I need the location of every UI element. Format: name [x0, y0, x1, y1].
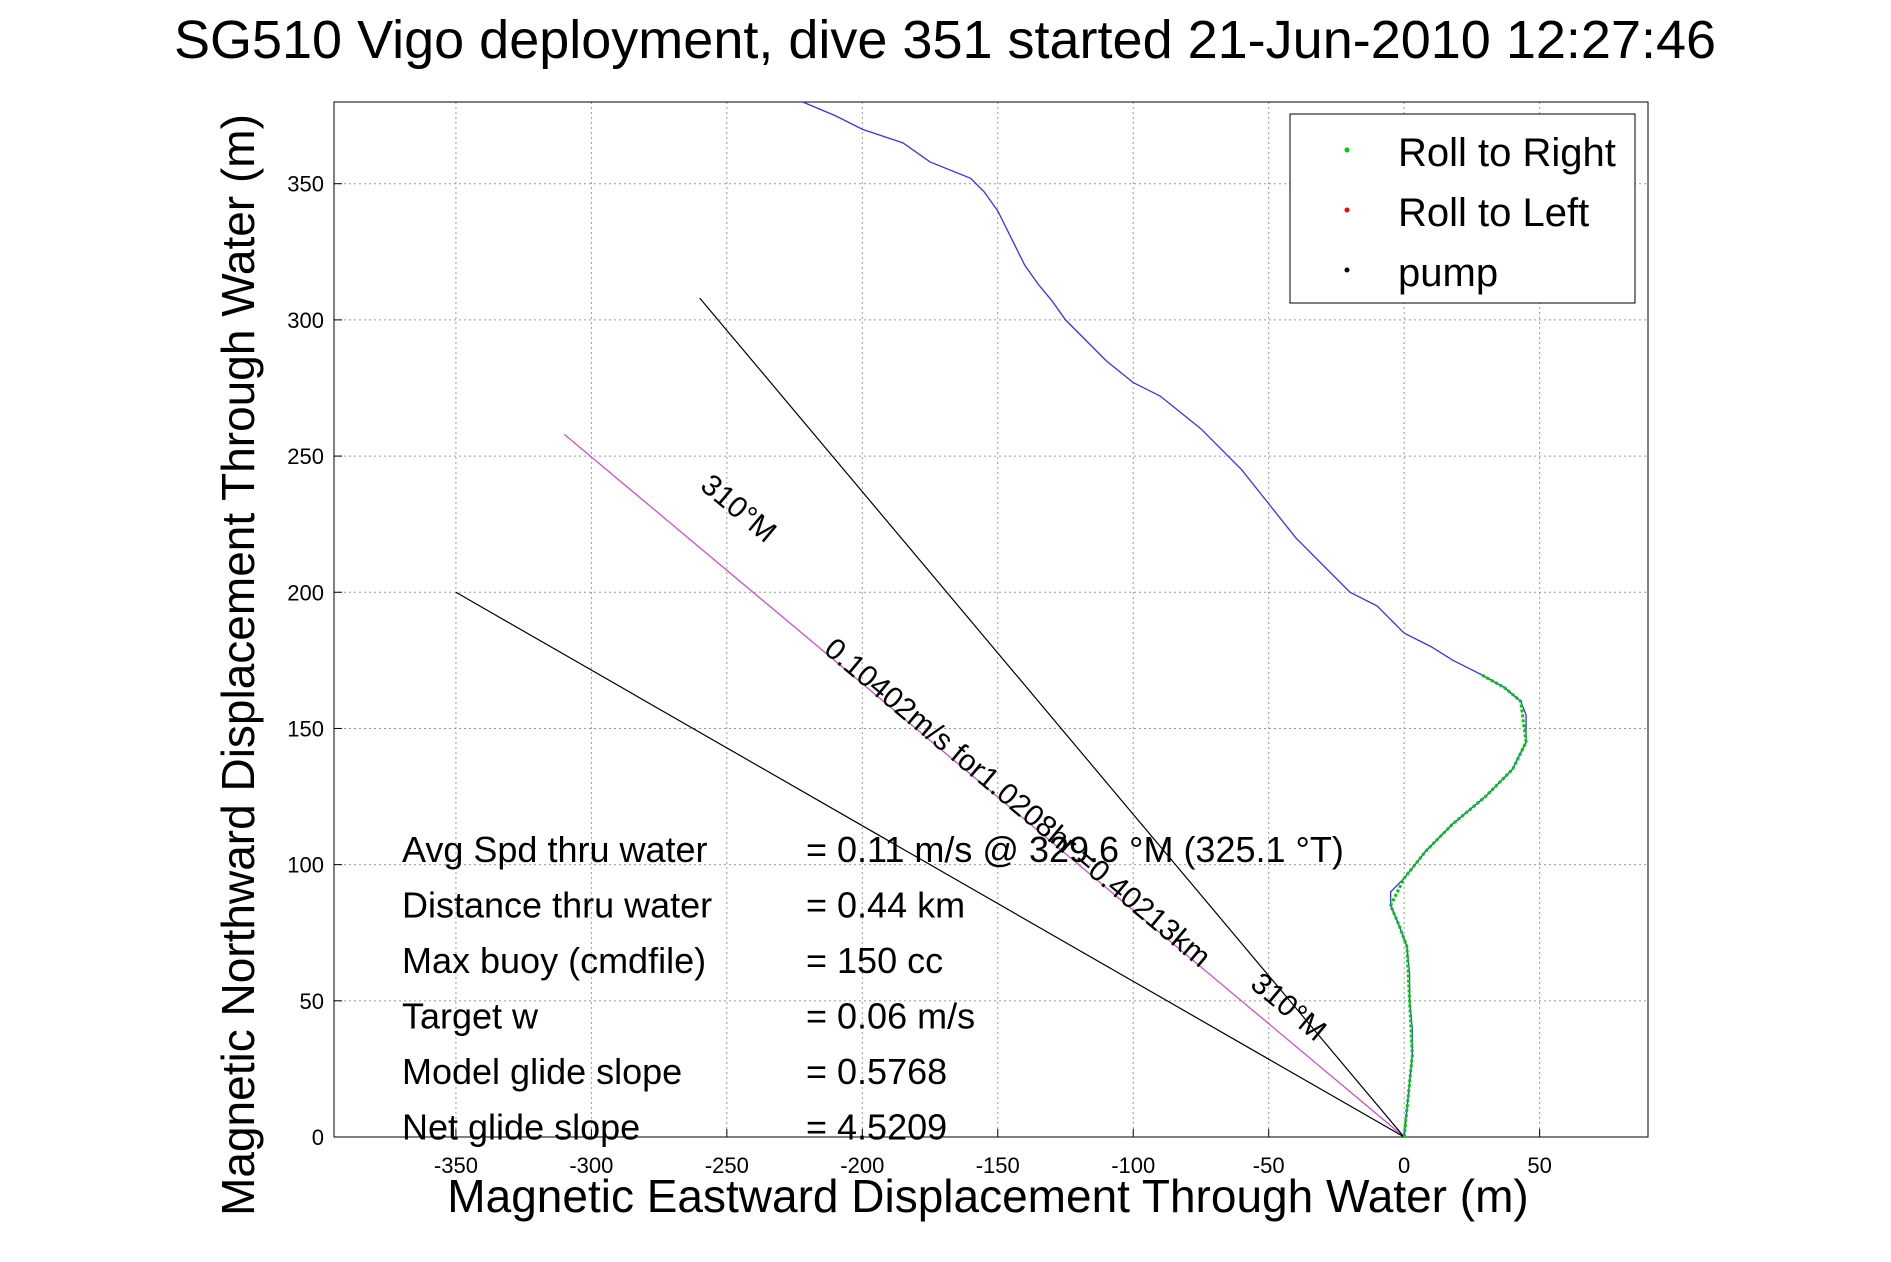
- legend-label: Roll to Right: [1398, 131, 1616, 175]
- stat-label: Avg Spd thru water: [402, 829, 708, 870]
- stat-label: Model glide slope: [402, 1051, 682, 1092]
- y-tick-label: 100: [287, 853, 324, 878]
- reference-line-upper: [699, 297, 1405, 1138]
- stat-value: = 4.5209: [806, 1107, 947, 1148]
- grid: [334, 102, 1648, 1137]
- legend-label: pump: [1398, 251, 1498, 295]
- dive-track: [802, 101, 1528, 1138]
- legend: Roll to Right Roll to Left pump: [1289, 113, 1636, 304]
- y-tick-label: 350: [287, 172, 324, 197]
- y-axis-label: Magnetic Northward Displacement Through …: [212, 114, 264, 1216]
- stat-value: = 0.11 m/s @ 329.6 °M (325.1 °T): [806, 829, 1344, 870]
- legend-marker: [1344, 207, 1350, 213]
- x-tick-label: -250: [705, 1153, 749, 1178]
- y-tick-label: 150: [287, 716, 324, 741]
- stats-block: Avg Spd thru water = 0.11 m/s @ 329.6 °M …: [402, 829, 1344, 1148]
- x-tick-label: 50: [1527, 1153, 1551, 1178]
- stat-label: Distance thru water: [402, 885, 712, 926]
- y-tick-label: 50: [300, 989, 324, 1014]
- x-tick-label: -50: [1253, 1153, 1285, 1178]
- x-tick-label: -150: [976, 1153, 1020, 1178]
- stat-value: = 0.06 m/s: [806, 996, 975, 1037]
- stat-label: Max buoy (cmdfile): [402, 940, 706, 981]
- y-tick-label: 0: [312, 1125, 324, 1150]
- axis-ticks: -350 -300 -250 -200 -150 -100 -50 0 50 0 50 100 150 2…: [287, 172, 1552, 1178]
- reference-lines: [455, 297, 1405, 1138]
- y-tick-label: 250: [287, 444, 324, 469]
- stat-label: Target w: [402, 996, 539, 1037]
- x-tick-label: -300: [569, 1153, 613, 1178]
- x-tick-label: -350: [434, 1153, 478, 1178]
- chart-title: SG510 Vigo deployment, dive 351 started …: [174, 10, 1716, 70]
- plot-frame: [333, 101, 1649, 1138]
- x-tick-label: 0: [1398, 1153, 1410, 1178]
- stat-value: = 150 cc: [806, 940, 943, 981]
- reference-line-net: [563, 433, 1405, 1138]
- legend-marker: [1344, 267, 1350, 273]
- stat-label: Net glide slope: [402, 1107, 640, 1148]
- stat-value: = 0.44 km: [806, 885, 965, 926]
- y-tick-label: 200: [287, 580, 324, 605]
- stat-value: = 0.5768: [806, 1051, 947, 1092]
- x-tick-label: -200: [840, 1153, 884, 1178]
- legend-label: Roll to Left: [1398, 191, 1589, 235]
- legend-marker: [1344, 147, 1350, 153]
- track-segment-roll-to-right: [1388, 672, 1528, 1138]
- reference-line-lower: [455, 591, 1405, 1138]
- x-axis-label: Magnetic Eastward Displacement Through W…: [447, 1170, 1528, 1222]
- y-tick-label: 300: [287, 308, 324, 333]
- x-tick-label: -100: [1111, 1153, 1155, 1178]
